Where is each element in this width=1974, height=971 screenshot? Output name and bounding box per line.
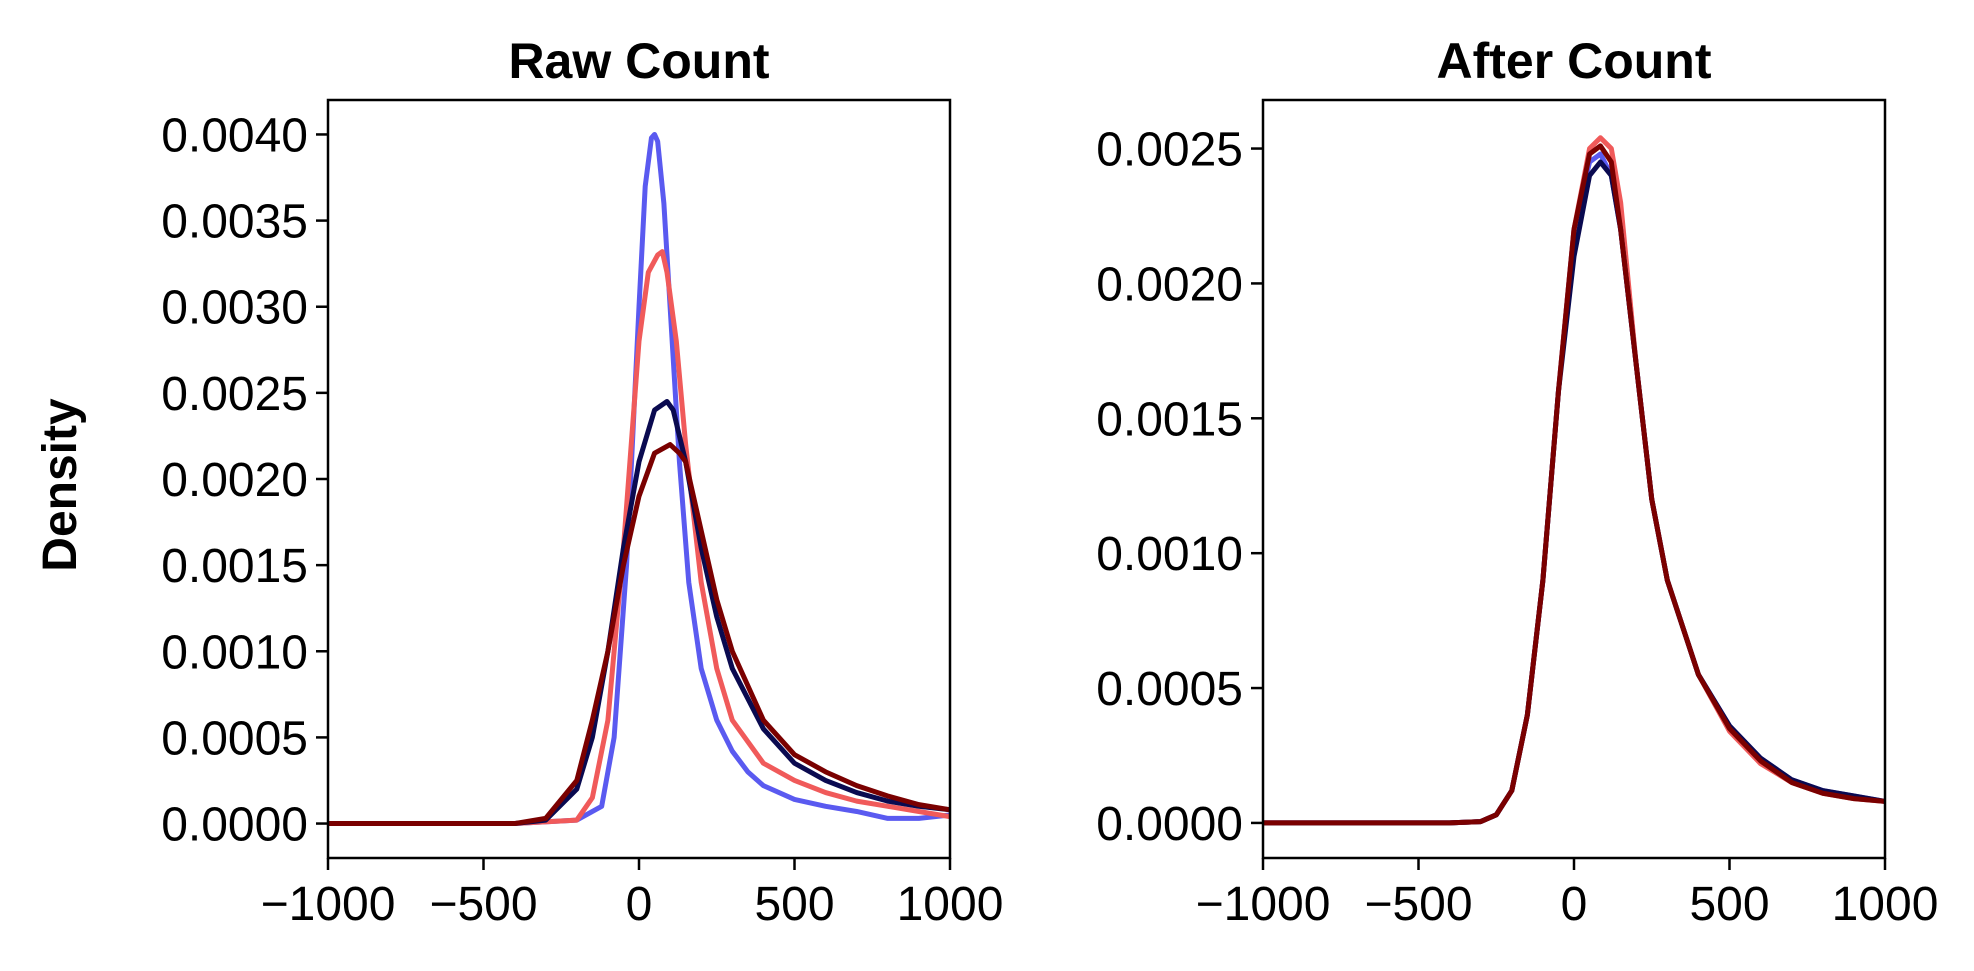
x-tick-label: −500 [1364,878,1472,931]
x-tick-label: 500 [754,878,834,931]
y-tick-label: 0.0000 [161,799,308,852]
series-group [1263,135,1885,826]
chart-title: Raw Count [508,33,769,89]
y-tick-label: 0.0015 [1096,393,1243,446]
chart-title: After Count [1437,33,1712,89]
y-tick-label: 0.0005 [1096,663,1243,716]
y-tick-label: 0.0015 [161,540,308,593]
y-tick-label: 0.0010 [161,626,308,679]
x-tick-label: 500 [1689,878,1769,931]
x-tick-label: 0 [1561,878,1588,931]
y-tick-label: 0.0035 [161,196,308,249]
series-line-1 [328,131,950,827]
series-line-4 [1263,143,1885,826]
y-tick-label: 0.0030 [161,282,308,335]
series-line-2 [328,249,950,827]
series-line-3 [328,398,950,827]
panel-raw-count: Raw Count 0.0000 0.0005 0.0010 0.0015 0.0020 0… [161,33,1003,931]
x-tick-label: −500 [429,878,537,931]
y-tick-label: 0.0010 [1096,528,1243,581]
y-tick-label: 0.0025 [1096,124,1243,177]
y-tick-label: 0.0040 [161,109,308,162]
y-tick-label: 0.0020 [161,454,308,507]
plot-frame [326,98,952,860]
x-tick-label: −1000 [1196,878,1331,931]
series-line-4 [328,442,950,827]
y-tick-label: 0.0000 [1096,798,1243,851]
x-tick-label: 0 [626,878,653,931]
panel-after-count: After Count 0.0000 0.0005 0.0010 0.0015 0.002… [1096,33,1938,931]
y-tick-label: 0.0025 [161,368,308,421]
y-tick-label: 0.0020 [1096,258,1243,311]
x-tick-label: −1000 [261,878,396,931]
series-line-3 [1263,159,1885,826]
plot-frame [1261,98,1887,860]
x-tick-label: 1000 [897,878,1004,931]
x-tick-label: 1000 [1832,878,1939,931]
series-group [328,131,950,827]
y-axis-label: Density [34,398,87,572]
y-tick-label: 0.0005 [161,712,308,765]
